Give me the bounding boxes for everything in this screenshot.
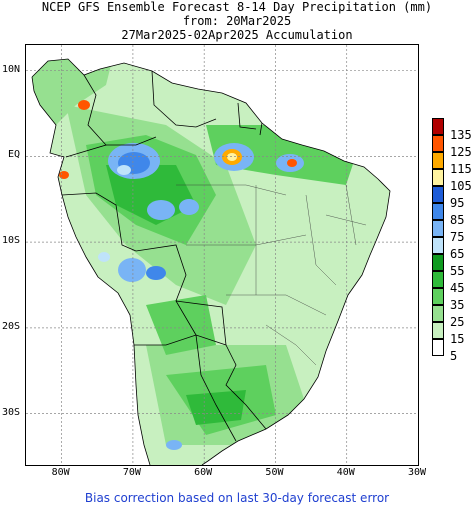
lon-label: 70W <box>122 467 141 478</box>
lat-label: 20S <box>2 320 21 332</box>
legend-swatch <box>432 322 444 339</box>
legend-label: 105 <box>450 179 472 193</box>
legend-label: 95 <box>450 196 465 210</box>
legend-swatch <box>432 203 444 220</box>
lat-label: 10S <box>2 235 21 247</box>
legend-label: 75 <box>450 230 465 244</box>
legend-label: 115 <box>450 162 472 176</box>
legend-label: 55 <box>450 264 465 278</box>
legend-label: 125 <box>450 145 472 159</box>
lon-label: 30W <box>407 467 427 478</box>
legend-swatch <box>432 169 444 186</box>
legend-swatch <box>432 118 444 135</box>
legend-swatch <box>432 152 444 169</box>
state-borders <box>176 184 367 366</box>
lon-label: 60W <box>194 467 213 478</box>
legend-swatch <box>432 220 444 237</box>
legend-label: 5 <box>450 349 458 363</box>
precip-shading <box>32 59 356 450</box>
legend-label: 15 <box>450 332 465 346</box>
legend-swatch <box>432 254 444 271</box>
legend-label: 65 <box>450 247 465 261</box>
lat-label: EQ <box>8 149 21 161</box>
legend-swatch <box>432 186 444 203</box>
title-line-3: 27Mar2025-02Apr2025 Accumulation <box>121 28 353 42</box>
lon-label: 80W <box>51 467 70 478</box>
legend-label: 135 <box>450 128 472 142</box>
grid-lines <box>26 45 418 465</box>
legend-label: 45 <box>450 281 465 295</box>
legend-swatch <box>432 135 444 152</box>
legend-label: 85 <box>450 213 465 227</box>
lon-label: 40W <box>336 467 355 478</box>
legend-swatch <box>432 305 444 322</box>
legend-swatch <box>432 271 444 288</box>
precipitation-map <box>25 44 419 466</box>
country-borders <box>31 58 391 465</box>
title-line-1: NCEP GFS Ensemble Forecast 8-14 Day Prec… <box>41 0 433 14</box>
bias-correction-note: Bias correction based on last 30-day for… <box>84 491 390 505</box>
lat-label: 30S <box>2 406 21 418</box>
legend-swatch <box>432 288 444 305</box>
legend-swatch <box>432 237 444 254</box>
lon-label: 50W <box>265 467 284 478</box>
legend-label: 35 <box>450 298 465 312</box>
lat-label: 10N <box>2 63 21 75</box>
legend-label: 25 <box>450 315 465 329</box>
title-line-2: from: 20Mar2025 <box>182 14 292 28</box>
legend-swatch <box>432 339 444 356</box>
